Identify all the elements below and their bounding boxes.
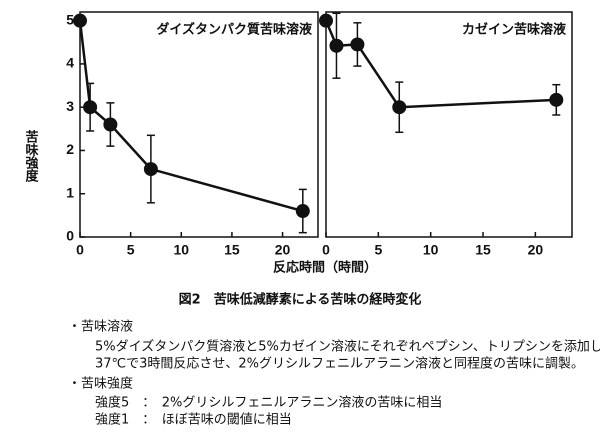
x-tick-label: 15	[475, 242, 491, 258]
x-tick-label: 10	[173, 242, 189, 258]
y-tick-label: 1	[66, 184, 74, 200]
note-line: 強度5 ： 2%グリシルフェニルアラニン溶液の苦味に相当	[95, 395, 442, 411]
y-tick-label: 3	[66, 98, 74, 114]
note-line: 強度1 ： ほぼ苦味の閾値に相当	[95, 412, 292, 428]
y-tick-label: 5	[66, 11, 74, 27]
x-tick-label: 10	[423, 242, 439, 258]
marker	[295, 204, 310, 219]
x-tick-label: 5	[374, 242, 382, 258]
marker	[329, 38, 344, 53]
line	[78, 20, 304, 213]
marker	[143, 162, 158, 177]
figure-caption: 図2 苦味低減酵素による苦味の経時変化	[179, 292, 422, 308]
plot-frame	[325, 11, 573, 238]
x-tick-label: 20	[275, 242, 291, 258]
note-line: 5%ダイズタンパク質溶液と5%カゼイン溶液にそれぞれペプシン、トリプシンを添加し…	[95, 339, 600, 355]
marker	[83, 100, 98, 115]
y-tick-label: 4	[66, 55, 74, 71]
note-heading: ・苦味強度	[68, 376, 133, 392]
note-heading: ・苦味溶液	[68, 319, 133, 335]
marker	[319, 13, 333, 28]
x-tick-label: 0	[322, 242, 330, 258]
plot-frame	[79, 11, 319, 238]
note-line: 37℃で3時間反応させ、2%グリシルフェニルアラニン溶液と同程度の苦味に調製。	[95, 356, 584, 372]
x-tick-label: 20	[528, 242, 544, 258]
marker	[350, 37, 365, 52]
x-tick-label: 5	[127, 242, 135, 258]
marker	[392, 100, 407, 115]
y-tick-label: 0	[66, 228, 74, 244]
marker	[73, 13, 87, 28]
x-axis-label: 反応時間（時間）	[273, 260, 377, 276]
y-axis-label: 苦味強度	[23, 129, 39, 183]
marker	[103, 117, 118, 132]
panel-title: ダイズタンパク質苦味溶液	[156, 22, 312, 38]
marker	[549, 92, 564, 107]
x-tick-label: 15	[224, 242, 240, 258]
x-tick-label: 0	[76, 242, 84, 258]
panel-title: カゼイン苦味溶液	[462, 22, 566, 38]
y-tick-label: 2	[66, 141, 74, 157]
